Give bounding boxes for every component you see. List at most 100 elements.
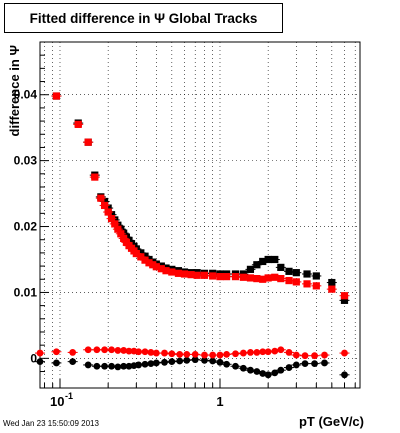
data-point-circle	[125, 362, 133, 370]
data-point-circle	[141, 348, 149, 356]
data-point-square	[271, 255, 279, 264]
data-point-circle	[36, 349, 44, 357]
data-point-square	[239, 273, 247, 281]
chart-title: Fitted difference in Ψ Global Tracks	[29, 11, 258, 26]
data-points	[35, 92, 350, 379]
data-point-circle	[247, 366, 254, 374]
data-point-circle	[108, 346, 115, 354]
data-point-square	[141, 256, 149, 264]
y-axis-label: difference in Ψ	[7, 45, 22, 136]
x-tick-label: 1	[216, 394, 223, 409]
data-point-square	[259, 257, 267, 266]
data-point-square	[137, 253, 145, 261]
data-point-circle	[108, 362, 115, 370]
data-point-square	[168, 268, 176, 276]
data-point-circle	[321, 359, 328, 367]
data-point-square	[52, 92, 61, 100]
data-point-circle	[253, 349, 261, 356]
data-point-circle	[259, 348, 267, 356]
data-point-circle	[301, 352, 309, 360]
data-point-square	[253, 261, 261, 269]
data-point-circle	[209, 351, 217, 359]
data-point-square	[180, 270, 189, 278]
data-point-circle	[135, 348, 143, 356]
data-point-square	[120, 234, 128, 242]
data-point-square	[157, 265, 165, 273]
data-point-circle	[84, 361, 92, 369]
data-point-circle	[53, 359, 60, 367]
data-point-circle	[277, 346, 285, 354]
data-point-square	[91, 173, 99, 181]
data-point-circle	[147, 349, 155, 356]
data-point-circle	[36, 358, 44, 366]
data-point-square	[303, 270, 311, 278]
data-point-circle	[120, 362, 128, 370]
data-point-square	[271, 273, 279, 281]
data-point-circle	[101, 362, 108, 370]
x-axis-label: pT (GeV/c)	[299, 414, 364, 429]
data-point-circle	[161, 349, 168, 357]
data-point-circle	[120, 347, 128, 354]
y-tick-label: 0.01	[14, 285, 38, 299]
data-point-circle	[69, 349, 77, 356]
data-point-square	[264, 274, 272, 282]
data-point-square	[231, 273, 240, 281]
data-point-square	[174, 269, 183, 277]
data-point-circle	[176, 350, 184, 358]
data-point-circle	[53, 348, 60, 356]
data-point-circle	[216, 351, 224, 359]
data-point-circle	[301, 360, 309, 368]
x-tick-label-exponent: -1	[65, 391, 73, 401]
data-point-square	[132, 249, 140, 258]
data-point-circle	[341, 349, 348, 357]
data-point-square	[107, 215, 116, 223]
data-point-circle	[271, 347, 279, 355]
data-point-square	[104, 208, 112, 216]
data-point-square	[216, 273, 224, 281]
y-tick-label: 0.04	[14, 88, 38, 102]
data-point-square	[277, 263, 285, 271]
data-point-circle	[201, 356, 208, 364]
data-point-circle	[141, 360, 149, 368]
data-point-circle	[152, 359, 160, 367]
data-point-square	[145, 259, 153, 267]
data-point-circle	[285, 349, 293, 356]
data-point-circle	[292, 361, 300, 369]
data-point-circle	[152, 349, 160, 357]
data-point-square	[253, 274, 261, 283]
data-point-circle	[271, 369, 279, 377]
data-point-circle	[292, 351, 300, 359]
data-point-square	[285, 267, 293, 275]
y-tick-label: 0.03	[14, 154, 38, 168]
data-point-circle	[223, 350, 231, 358]
data-point-circle	[341, 371, 348, 379]
data-point-square	[264, 255, 272, 264]
data-point-circle	[176, 357, 184, 365]
data-point-square	[328, 278, 336, 287]
x-tick-label: 10	[50, 394, 64, 409]
data-point-circle	[168, 350, 176, 358]
data-point-circle	[168, 358, 176, 366]
data-point-circle	[209, 357, 217, 365]
data-point-circle	[147, 360, 155, 368]
data-point-square	[303, 280, 311, 288]
y-tick-label: 0.02	[14, 220, 38, 234]
data-point-circle	[247, 349, 254, 356]
data-point-square	[100, 197, 109, 206]
y-tick-label: 0	[30, 351, 37, 365]
data-point-circle	[183, 350, 191, 358]
chart-title-box: Fitted difference in Ψ Global Tracks	[4, 3, 283, 33]
data-point-square	[285, 276, 293, 285]
data-point-circle	[201, 351, 208, 359]
data-point-circle	[191, 350, 199, 358]
data-point-circle	[101, 346, 108, 354]
data-point-square	[277, 274, 285, 283]
data-point-square	[223, 273, 231, 281]
data-point-square	[114, 225, 122, 233]
data-point-square	[246, 274, 255, 282]
data-point-square	[111, 220, 119, 228]
data-point-square	[209, 272, 217, 280]
data-point-square	[340, 292, 349, 300]
data-point-square	[246, 265, 255, 273]
